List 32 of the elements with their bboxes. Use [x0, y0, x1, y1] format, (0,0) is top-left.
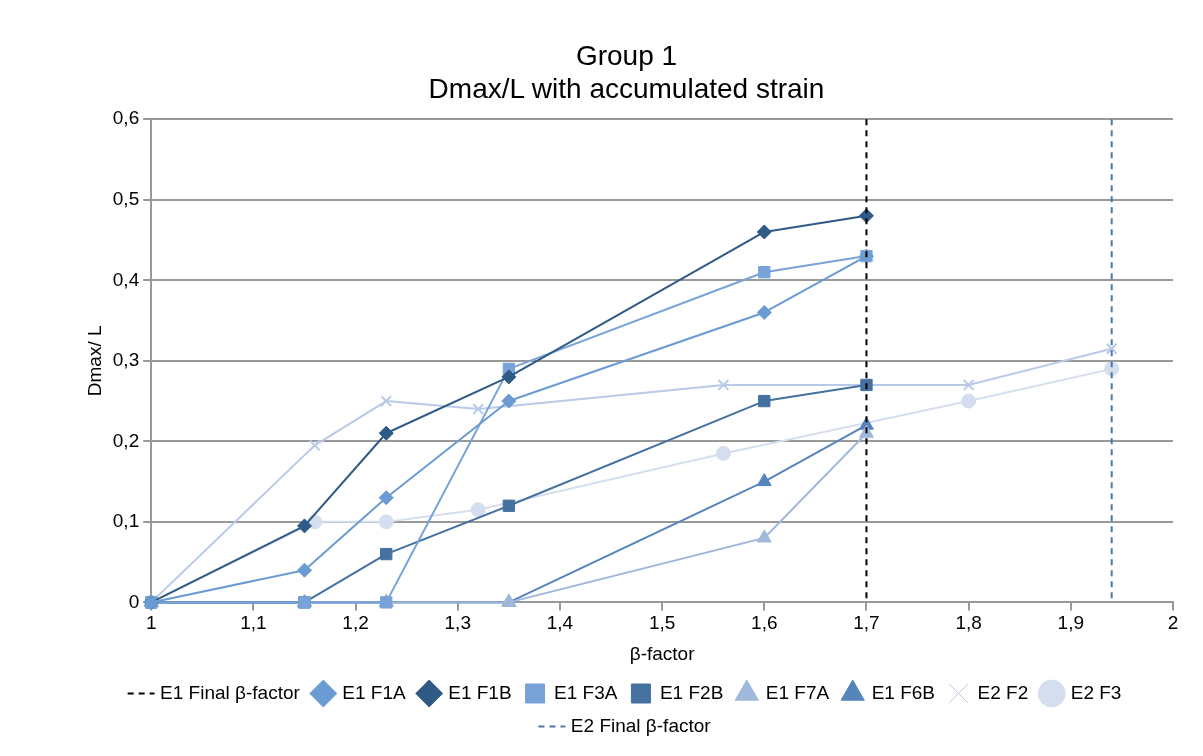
legend-label: E1 F6B: [871, 681, 936, 703]
legend-label: E1 Final β-factor: [160, 681, 301, 703]
x-tick-label: 1,6: [751, 612, 778, 634]
x-tick-label: 1,9: [1057, 612, 1085, 634]
x-tick-label: 1,3: [444, 612, 471, 634]
y-axis-title: Dmax/ L: [83, 325, 105, 397]
legend-label: E2 F2: [977, 681, 1029, 703]
y-tick-label: 0,3: [112, 349, 140, 371]
y-tick-label: 0,6: [112, 107, 140, 129]
y-tick-label: 0,1: [112, 510, 140, 532]
legend-label: E1 F3A: [554, 681, 618, 703]
x-tick-label: 1,1: [240, 612, 267, 634]
legend-label: E2 Final β-factor: [570, 714, 712, 736]
y-tick-label: 0,5: [112, 187, 140, 209]
legend-label: E1 F2B: [659, 681, 724, 703]
chart-title: Group 1: [575, 39, 678, 71]
x-tick-label: 1,7: [853, 612, 880, 634]
x-tick-label: 2: [1167, 612, 1179, 634]
legend-label: E1 F1A: [342, 681, 407, 703]
y-tick-label: 0,2: [112, 429, 140, 451]
x-tick-label: 1,8: [955, 612, 982, 634]
x-tick-label: 1,4: [546, 612, 574, 634]
x-tick-label: 1,2: [342, 612, 369, 634]
legend-label: E1 F7A: [765, 681, 830, 703]
chart-subtitle: Dmax/L with accumulated strain: [428, 73, 825, 105]
x-axis-title: β-factor: [629, 642, 696, 664]
x-tick-label: 1,5: [648, 612, 676, 634]
y-tick-label: 0,4: [112, 268, 140, 290]
legend-label: E1 F1B: [448, 681, 512, 703]
x-tick-label: 1: [145, 612, 157, 634]
legend-label: E2 F3: [1070, 681, 1122, 703]
y-tick-label: 0: [128, 590, 140, 612]
